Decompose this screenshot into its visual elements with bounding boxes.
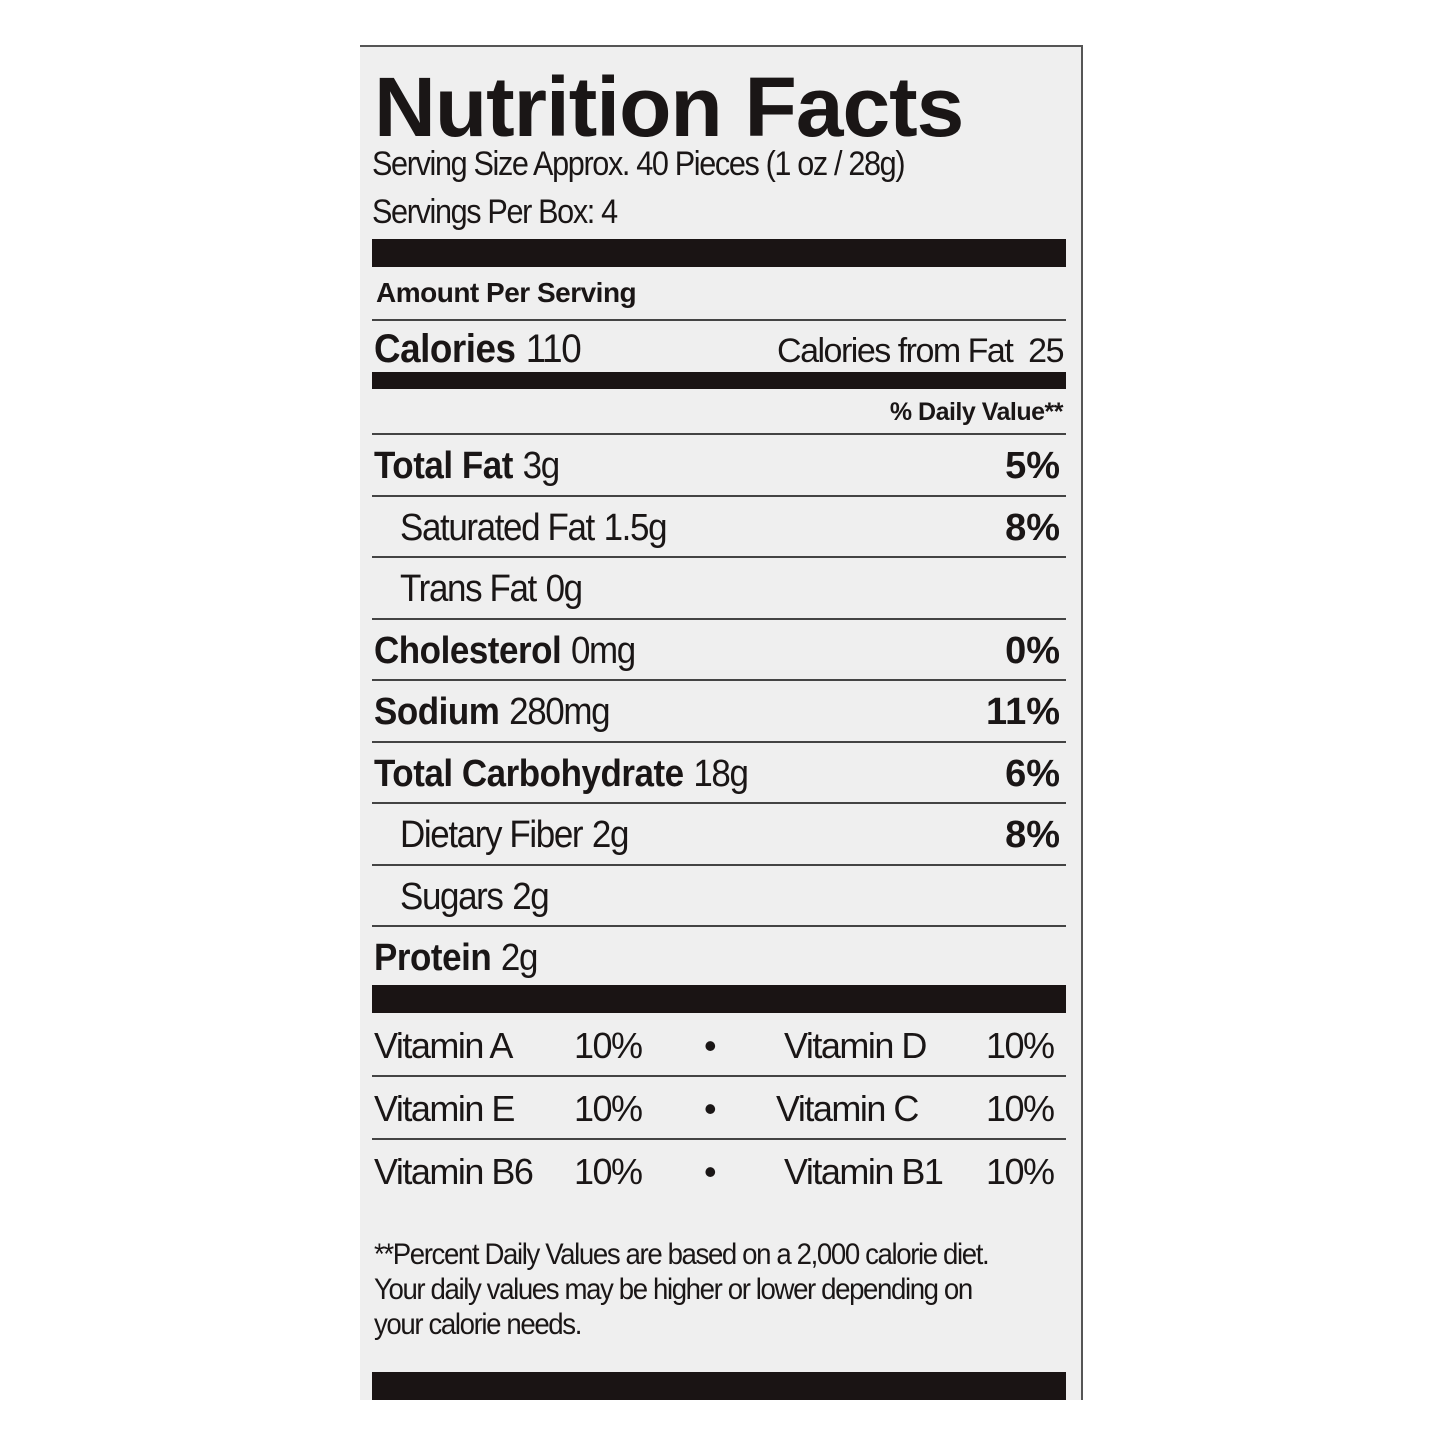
- divider: [372, 1138, 1066, 1140]
- nutrient-label: Total Carbohydrate: [374, 752, 684, 795]
- vitamin-left-value: 10%: [574, 1151, 643, 1192]
- vitamin-right-name: Vitamin B1: [784, 1151, 944, 1192]
- nutrient-daily-value: 8%: [1005, 506, 1060, 549]
- nutrient-daily-value: 0%: [1005, 629, 1060, 672]
- nutrient-name: Protein 2g: [374, 937, 539, 980]
- nutrient-name: Cholesterol 0mg: [374, 629, 636, 673]
- nutrient-row: Total Fat 3g 5%: [374, 435, 1064, 495]
- divider: [372, 494, 1066, 497]
- nutrient-daily-value: 5%: [1005, 445, 1060, 487]
- divider: [372, 617, 1066, 620]
- calories-from-fat-value: 25: [1028, 332, 1064, 370]
- medium-divider: [372, 372, 1066, 389]
- nutrient-row: Protein 2g: [374, 927, 1064, 987]
- nutrient-label: Trans Fat: [400, 568, 537, 610]
- nutrient-daily-value: 8%: [1005, 814, 1060, 856]
- vitamin-left-value: 10%: [574, 1088, 643, 1129]
- vitamin-sep: •: [704, 1025, 717, 1066]
- thick-divider: [372, 239, 1066, 267]
- nutrient-name: Sodium 280mg: [374, 691, 611, 734]
- nutrient-amount: 0g: [545, 568, 584, 610]
- servings-per-box: Servings Per Box: 4: [372, 193, 618, 231]
- vitamin-right-value: 10%: [986, 1025, 1055, 1066]
- divider: [372, 802, 1066, 804]
- amount-per-serving: Amount Per Serving: [376, 277, 637, 308]
- nutrient-name: Saturated Fat 1.5g: [400, 506, 668, 550]
- vitamin-row: Vitamin E 10% • Vitamin C 10%: [374, 1076, 1064, 1138]
- label-title: Nutrition Facts: [374, 60, 964, 154]
- divider: [372, 319, 1066, 321]
- vitamin-left-name: Vitamin A: [374, 1025, 513, 1066]
- nutrient-label: Cholesterol: [374, 629, 562, 672]
- nutrient-label: Total Fat: [374, 445, 513, 487]
- vitamin-row: Vitamin A 10% • Vitamin D 10%: [374, 1013, 1064, 1075]
- nutrient-amount: 3g: [522, 445, 561, 487]
- nutrient-row: Total Carbohydrate 18g 6%: [374, 743, 1064, 803]
- calories-label: Calories: [374, 327, 516, 371]
- daily-value-header: % Daily Value**: [889, 398, 1064, 426]
- nutrient-name: Trans Fat 0g: [400, 568, 584, 611]
- divider: [372, 433, 1066, 435]
- divider: [372, 740, 1066, 743]
- nutrient-amount: 0mg: [570, 629, 636, 672]
- nutrient-label: Saturated Fat: [400, 506, 595, 549]
- nutrient-label: Sugars: [400, 875, 504, 918]
- nutrient-amount: 1.5g: [603, 506, 668, 549]
- serving-size: Serving Size Approx. 40 Pieces (1 oz / 2…: [372, 145, 906, 183]
- vitamin-right-name: Vitamin D: [784, 1025, 927, 1066]
- vitamin-sep: •: [704, 1088, 717, 1129]
- nutrient-name: Dietary Fiber 2g: [400, 814, 630, 857]
- calories-from-fat: Calories from Fat 25: [777, 332, 1064, 371]
- nutrient-amount: 280mg: [509, 691, 610, 733]
- nutrient-amount: 2g: [512, 875, 550, 918]
- nutrient-name: Sugars 2g: [400, 875, 550, 919]
- vitamin-left-value: 10%: [574, 1025, 643, 1066]
- calories-row: Calories 110: [374, 327, 582, 372]
- divider: [372, 679, 1066, 681]
- vitamin-right-value: 10%: [986, 1088, 1055, 1129]
- nutrient-label: Sodium: [374, 691, 500, 733]
- nutrition-facts-label: Nutrition Facts Serving Size Approx. 40 …: [360, 45, 1083, 1400]
- divider: [372, 925, 1066, 927]
- vitamin-sep: •: [704, 1151, 717, 1192]
- vitamin-row: Vitamin B6 10% • Vitamin B1 10%: [374, 1139, 1064, 1201]
- vitamin-left-name: Vitamin E: [374, 1088, 515, 1129]
- calories-from-fat-label: Calories from Fat: [777, 332, 1014, 370]
- nutrient-row: Sodium 280mg 11%: [374, 681, 1064, 741]
- nutrient-row: Saturated Fat 1.5g 8%: [374, 497, 1064, 557]
- vitamin-right-value: 10%: [986, 1151, 1055, 1192]
- nutrient-daily-value: 11%: [986, 691, 1060, 733]
- vitamin-right-name: Vitamin C: [776, 1088, 919, 1129]
- nutrient-amount: 18g: [693, 752, 749, 795]
- thick-divider: [372, 985, 1066, 1013]
- nutrient-row: Trans Fat 0g: [374, 558, 1064, 618]
- calories-value: 110: [525, 327, 582, 371]
- vitamin-left-name: Vitamin B6: [374, 1151, 534, 1192]
- nutrient-amount: 2g: [500, 937, 539, 979]
- divider: [372, 556, 1066, 558]
- nutrient-daily-value: 6%: [1005, 752, 1060, 795]
- nutrient-amount: 2g: [591, 814, 630, 856]
- nutrient-label: Protein: [374, 937, 492, 979]
- nutrient-row: Cholesterol 0mg 0%: [374, 620, 1064, 680]
- nutrient-name: Total Fat 3g: [374, 445, 561, 488]
- nutrient-row: Dietary Fiber 2g 8%: [374, 804, 1064, 864]
- divider: [372, 863, 1066, 866]
- divider: [372, 1075, 1066, 1077]
- footnote: **Percent Daily Values are based on a 2,…: [374, 1238, 990, 1341]
- nutrient-name: Total Carbohydrate 18g: [374, 752, 749, 796]
- bottom-bar: [372, 1372, 1066, 1400]
- nutrient-row: Sugars 2g: [374, 866, 1064, 926]
- nutrient-label: Dietary Fiber: [400, 814, 584, 856]
